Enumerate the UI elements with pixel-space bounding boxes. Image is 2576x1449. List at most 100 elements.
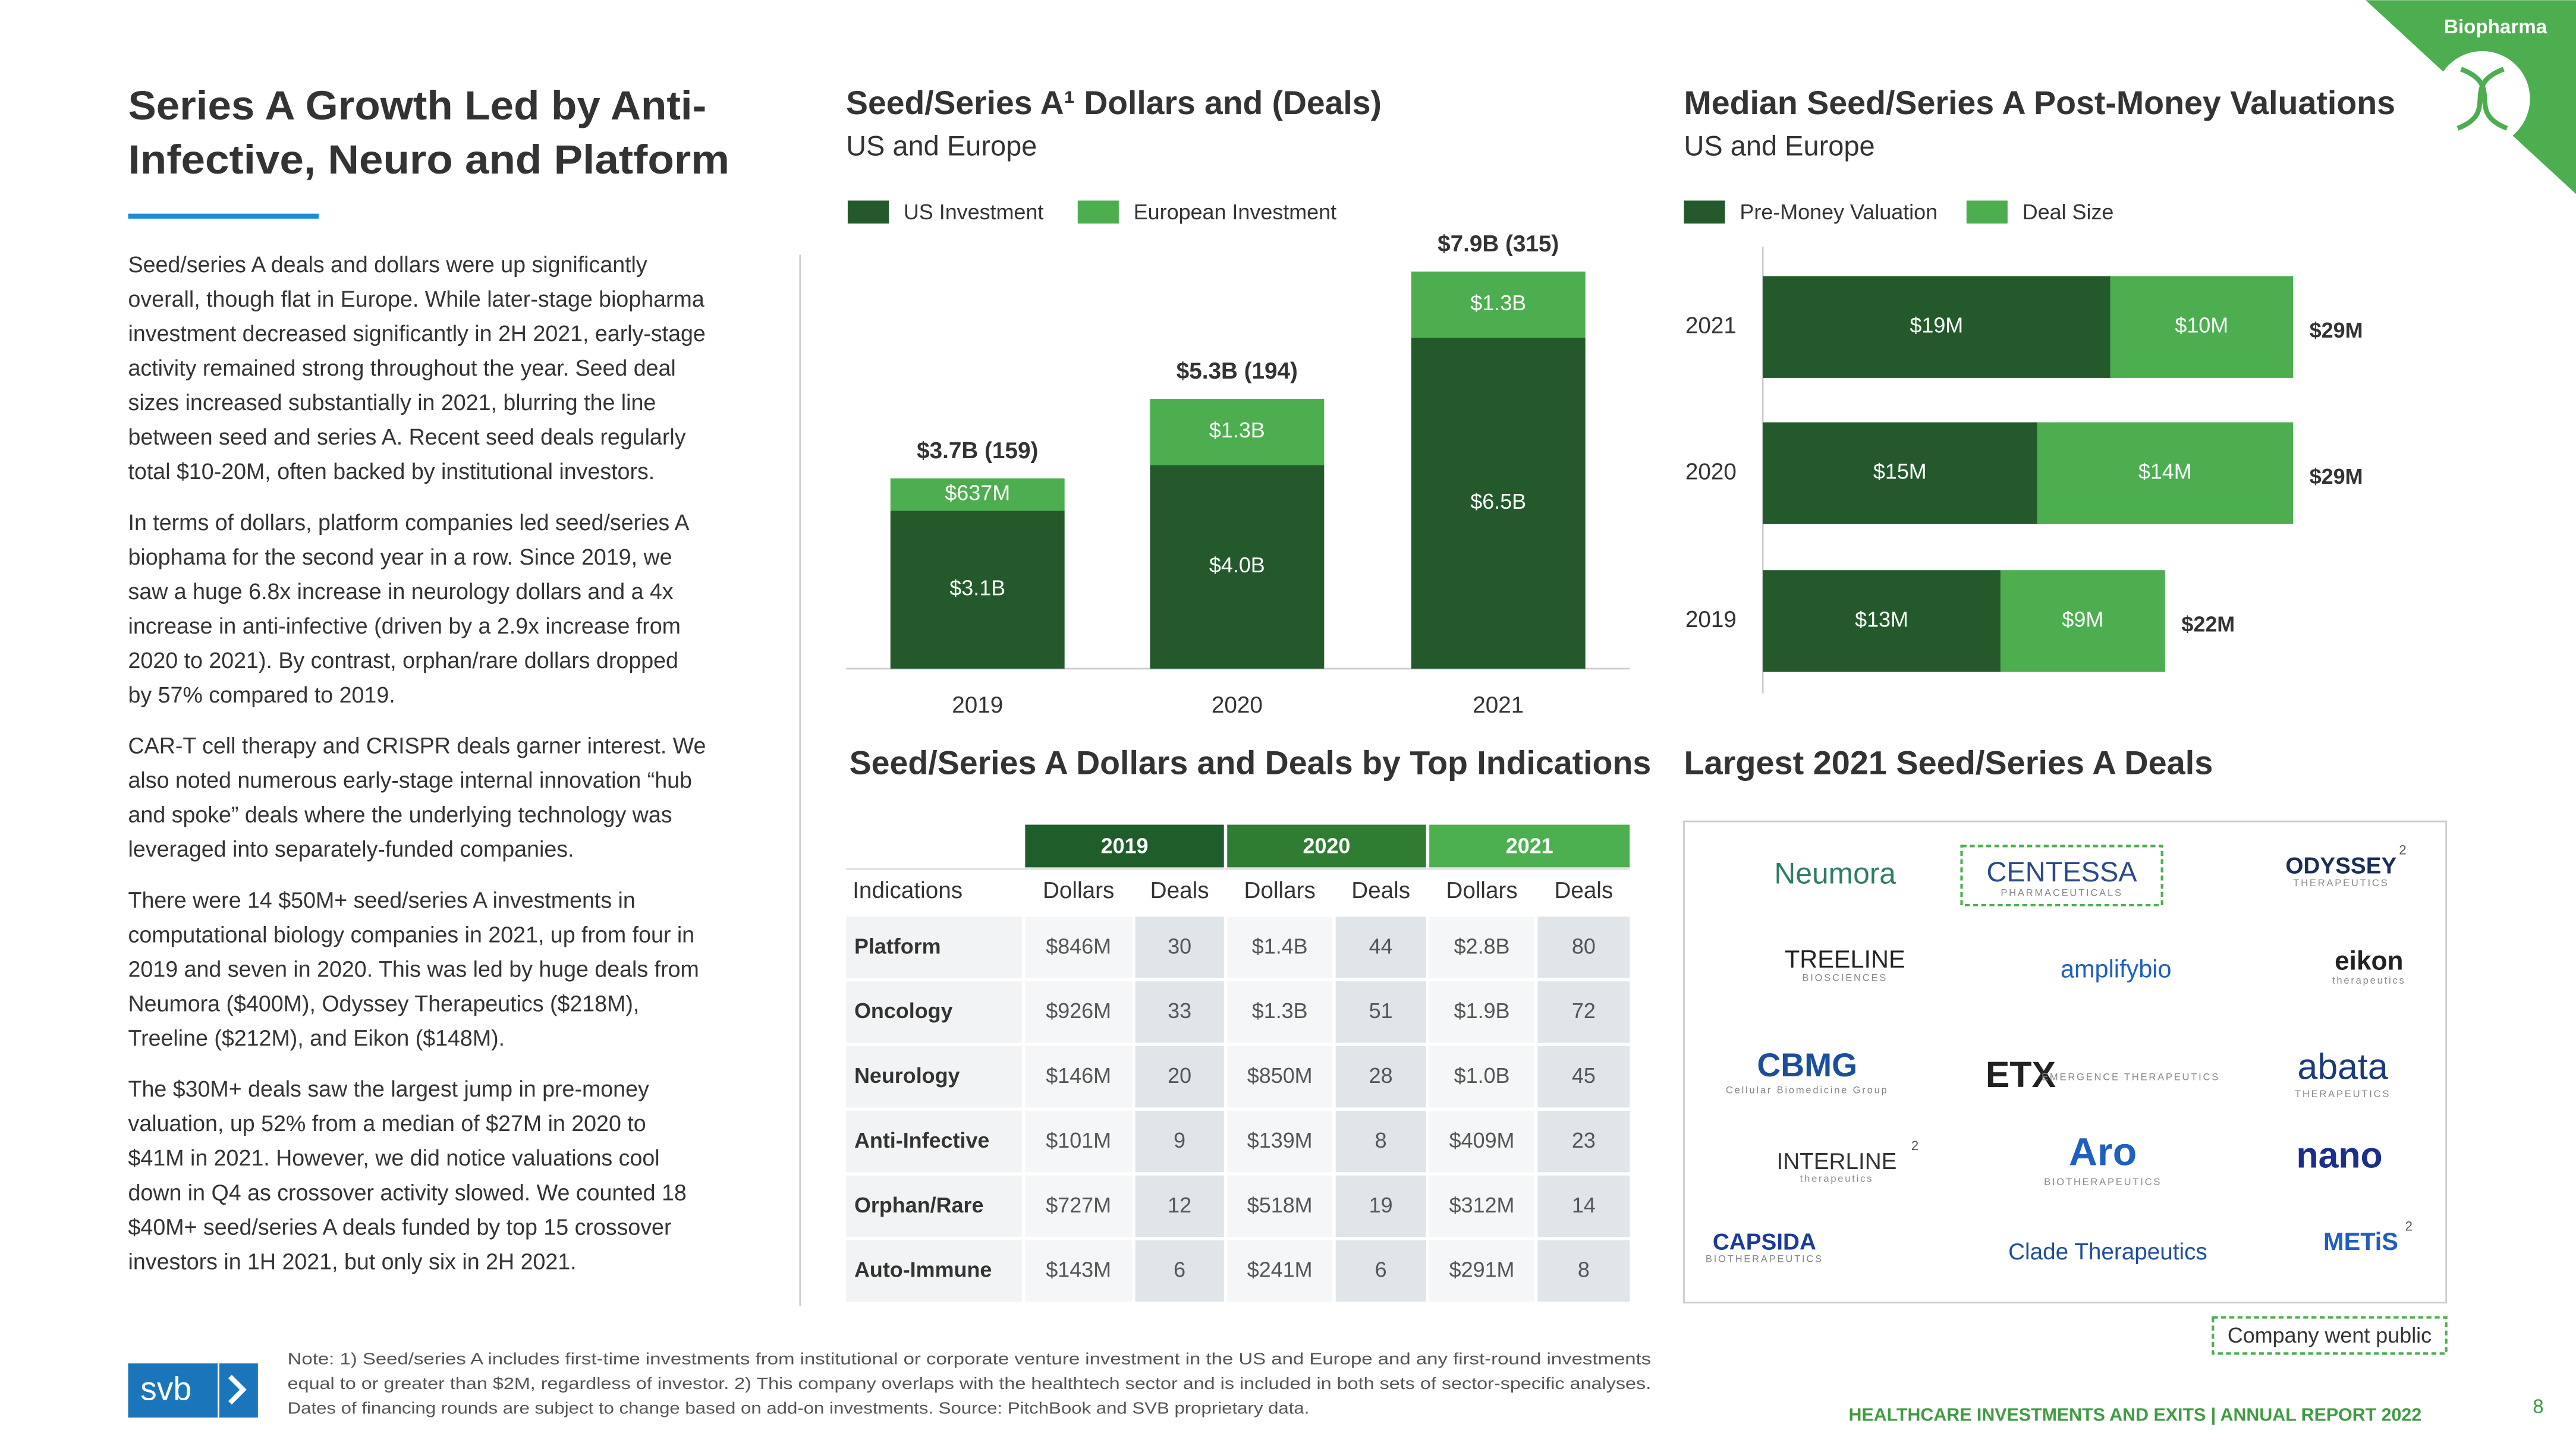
logo-name: Clade Therapeutics xyxy=(2008,1239,2207,1265)
legend-label: European Investment xyxy=(1134,200,1336,224)
cell: $143M xyxy=(1046,1258,1111,1282)
cell: $850M xyxy=(1247,1063,1313,1088)
logo-name: CAPSIDA xyxy=(1713,1229,1816,1255)
body-text: between seed and series A. Recent seed d… xyxy=(128,424,686,449)
bar-segment xyxy=(1150,399,1325,465)
table-title: Seed/Series A Dollars and Deals by Top I… xyxy=(850,745,1652,782)
cell-bg xyxy=(1227,1046,1333,1108)
cell: $139M xyxy=(1247,1128,1313,1152)
value-label: $15M xyxy=(1873,459,1927,484)
cell: $1.0B xyxy=(1454,1063,1510,1088)
body-text: CAR-T cell therapy and CRISPR deals garn… xyxy=(128,733,706,758)
logo-sub: BIOTHERAPEUTICS xyxy=(1706,1253,1823,1265)
body-text: activity remained strong throughout the … xyxy=(128,355,676,380)
cell-bg xyxy=(846,1240,1022,1302)
body-text: by 57% compared to 2019. xyxy=(128,682,395,707)
cell-bg xyxy=(1335,1110,1426,1173)
body-text: $40M+ seed/series A deals funded by top … xyxy=(128,1214,672,1239)
body-text: computational biology companies in 2021,… xyxy=(128,922,695,947)
logo-name: CENTESSA xyxy=(1986,856,2137,887)
cell-bg xyxy=(846,981,1022,1043)
cell: 6 xyxy=(1375,1258,1387,1282)
cell: 33 xyxy=(1168,998,1191,1023)
cell-bg xyxy=(1135,916,1224,978)
cell-bg xyxy=(1025,916,1132,978)
row-label: Platform xyxy=(854,934,941,958)
public-legend-box xyxy=(2212,1316,2448,1355)
body-text: Seed/series A deals and dollars were up … xyxy=(128,252,647,277)
body-text: valuation, up 52% from a median of $27M … xyxy=(128,1111,646,1136)
body-text: Neumora ($400M), Odyssey Therapeutics ($… xyxy=(128,991,640,1016)
value-label: $9M xyxy=(2062,607,2103,631)
legend-swatch xyxy=(1684,200,1725,224)
cell-bg xyxy=(1537,981,1630,1043)
cell-bg xyxy=(1429,981,1535,1043)
chart-title: Median Seed/Series A Post-Money Valuatio… xyxy=(1684,84,2395,121)
body-text: Treeline ($212M), and Eikon ($148M). xyxy=(128,1025,505,1050)
body-text: leveraged into separately-funded compani… xyxy=(128,837,574,862)
deals-box xyxy=(1683,820,2448,1304)
chart-subtitle: US and Europe xyxy=(846,130,1037,161)
column-header: Deals xyxy=(1554,878,1613,903)
logo-name: ODYSSEY xyxy=(2285,853,2396,879)
cell-bg xyxy=(1227,981,1333,1043)
cell: 80 xyxy=(1572,934,1596,958)
note: equal to or greater than $2M, regardless… xyxy=(288,1374,1652,1393)
report-name: HEALTHCARE INVESTMENTS AND EXITS | ANNUA… xyxy=(1848,1404,2421,1425)
cell-bg xyxy=(1335,916,1426,978)
cell: $518M xyxy=(1247,1193,1313,1217)
logo-name: Aro xyxy=(2069,1130,2137,1174)
cell-bg xyxy=(1335,981,1426,1043)
cell-bg xyxy=(1135,1110,1224,1173)
body-text: sizes increased substantially in 2021, b… xyxy=(128,390,656,415)
cell: $1.3B xyxy=(1252,998,1308,1023)
public-legend: Company went public xyxy=(2228,1323,2432,1347)
cell-bg xyxy=(1537,916,1630,978)
logo-sub: PHARMACEUTICALS xyxy=(2001,887,2122,899)
bar-segment xyxy=(2000,570,2165,672)
cell: $291M xyxy=(1449,1258,1515,1282)
logo-sub: THERAPEUTICS xyxy=(2295,1088,2391,1100)
cell: 8 xyxy=(1578,1258,1590,1282)
cell: $241M xyxy=(1247,1258,1313,1282)
body-text: There were 14 $50M+ seed/series A invest… xyxy=(128,887,636,912)
cell: 14 xyxy=(1572,1193,1596,1217)
legend-swatch xyxy=(1966,200,2008,224)
bar-segment xyxy=(1411,271,1586,338)
cell: 28 xyxy=(1369,1063,1393,1088)
legend-label: Deal Size xyxy=(2023,200,2114,224)
body-text: In terms of dollars, platform companies … xyxy=(128,510,690,535)
note: Dates of financing rounds are subject to… xyxy=(288,1399,1310,1418)
legend-label: US Investment xyxy=(904,200,1044,224)
total-label: $29M xyxy=(2310,464,2363,489)
cell-bg xyxy=(1429,1240,1535,1302)
cell-bg xyxy=(846,1046,1022,1108)
x-tick-label: 2020 xyxy=(1212,692,1263,718)
year-header-bg xyxy=(1227,824,1426,868)
logo-name: nano xyxy=(2296,1135,2382,1176)
cell: $1.4B xyxy=(1252,934,1308,958)
logo-name: Neumora xyxy=(1774,856,1896,890)
cell-bg xyxy=(1537,1046,1630,1108)
cell: 19 xyxy=(1369,1193,1393,1217)
cell: 6 xyxy=(1174,1258,1185,1282)
body-text: total $10-20M, often backed by instituti… xyxy=(128,459,655,484)
column-header: Dollars xyxy=(1446,878,1517,903)
chart-subtitle: US and Europe xyxy=(1684,130,1874,161)
cell-bg xyxy=(1025,981,1132,1043)
value-label: $6.5B xyxy=(1470,489,1526,514)
legend-label: Pre-Money Valuation xyxy=(1740,200,1937,224)
value-label: $1.3B xyxy=(1470,291,1526,315)
title-rule xyxy=(128,213,319,219)
cell-bg xyxy=(1537,1110,1630,1173)
body-text: also noted numerous early-stage internal… xyxy=(128,768,692,793)
row-label: Oncology xyxy=(854,998,953,1023)
cell: 8 xyxy=(1375,1128,1387,1152)
page-title: Infective, Neuro and Platform xyxy=(128,136,729,182)
cell-bg xyxy=(846,916,1022,978)
cell-bg xyxy=(1025,1046,1132,1108)
legend-swatch xyxy=(1077,200,1119,224)
cell-bg xyxy=(1227,1175,1333,1237)
body-text: $41M in 2021. However, we did notice val… xyxy=(128,1145,660,1170)
cell: $101M xyxy=(1046,1128,1111,1152)
